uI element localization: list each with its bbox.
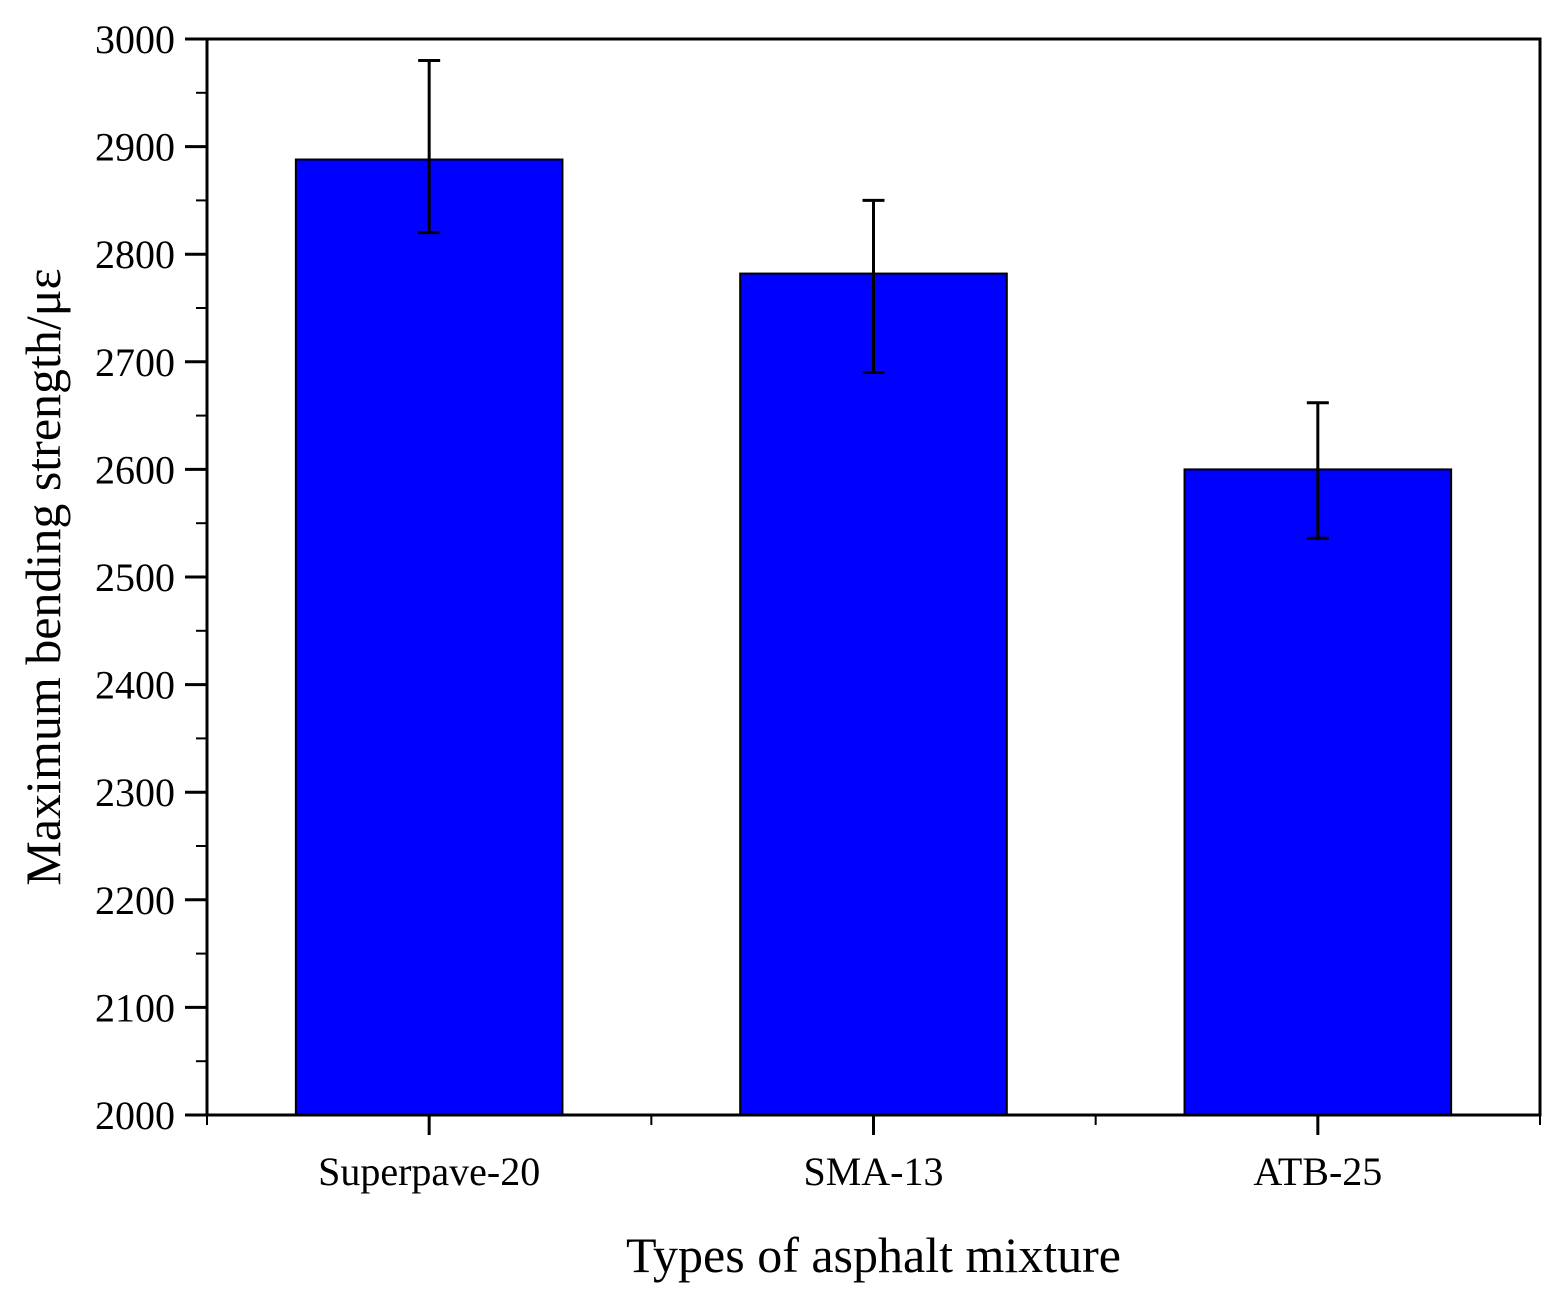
y-axis-ticks: 2000 2100 2200 2300 2400 2500 2600 2700 2800 2900… (95, 17, 207, 1138)
x-tick-label: ATB-25 (1253, 1149, 1382, 1194)
y-tick-label: 2200 (95, 878, 175, 923)
bar-SMA-13 (739, 272, 1008, 1116)
y-tick-label: 2500 (95, 555, 175, 600)
x-axis-ticks: Superpave-20 SMA-13 ATB-25 (206, 1115, 1541, 1194)
y-tick-label: 3000 (95, 17, 175, 62)
x-tick-label: Superpave-20 (318, 1149, 540, 1194)
y-tick-label: 2700 (95, 340, 175, 385)
error-bars-layer (418, 59, 1329, 540)
y-tick-label: 2900 (95, 125, 175, 170)
y-tick-label: 2400 (95, 663, 175, 708)
y-tick-label: 2300 (95, 770, 175, 815)
bar-ATB-25 (1183, 468, 1453, 1116)
x-tick-label: SMA-13 (803, 1149, 943, 1194)
y-tick-label: 2100 (95, 985, 175, 1030)
y-tick-label: 2000 (95, 1093, 175, 1138)
y-axis-title: Maximum bending strength/με (15, 268, 71, 885)
y-tick-label: 2600 (95, 447, 175, 492)
x-axis-title: Types of asphalt mixture (626, 1227, 1121, 1283)
bar-Superpave-20 (294, 158, 564, 1116)
y-tick-label: 2800 (95, 232, 175, 277)
